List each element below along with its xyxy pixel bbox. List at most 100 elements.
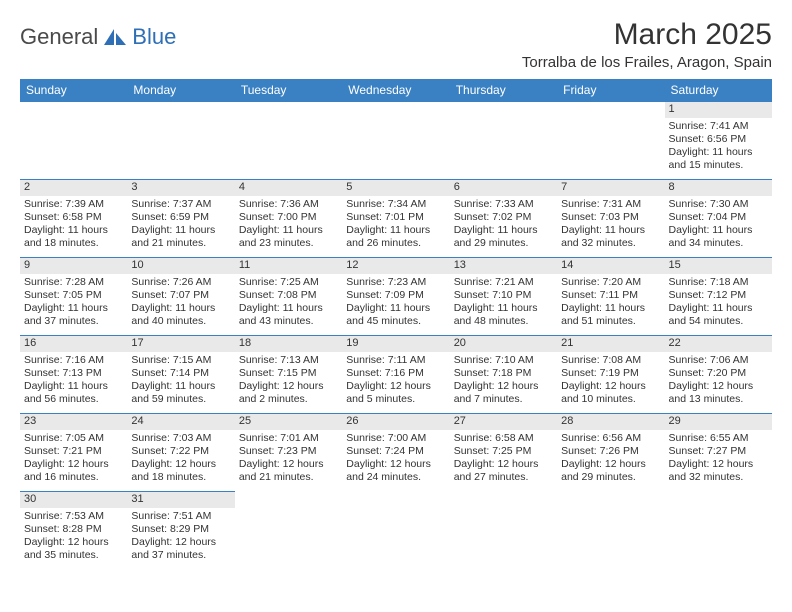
calendar-empty-cell bbox=[342, 492, 449, 570]
location: Torralba de los Frailes, Aragon, Spain bbox=[522, 54, 772, 71]
sunrise-text: Sunrise: 7:37 AM bbox=[131, 198, 230, 211]
logo-text-general: General bbox=[20, 24, 98, 50]
calendar-day-cell: 1Sunrise: 7:41 AMSunset: 6:56 PMDaylight… bbox=[665, 102, 772, 180]
daylight-text: Daylight: 11 hours bbox=[346, 302, 445, 315]
daylight-text: Daylight: 12 hours bbox=[24, 536, 123, 549]
daylight-text: Daylight: 12 hours bbox=[669, 380, 768, 393]
calendar-day-cell: 6Sunrise: 7:33 AMSunset: 7:02 PMDaylight… bbox=[450, 180, 557, 258]
calendar-day-cell: 7Sunrise: 7:31 AMSunset: 7:03 PMDaylight… bbox=[557, 180, 664, 258]
sunrise-text: Sunrise: 7:39 AM bbox=[24, 198, 123, 211]
daylight-text: and 18 minutes. bbox=[24, 237, 123, 250]
daylight-text: and 23 minutes. bbox=[239, 237, 338, 250]
daylight-text: Daylight: 12 hours bbox=[346, 458, 445, 471]
calendar-day-cell: 13Sunrise: 7:21 AMSunset: 7:10 PMDayligh… bbox=[450, 258, 557, 336]
daylight-text: Daylight: 11 hours bbox=[346, 224, 445, 237]
sunrise-text: Sunrise: 7:08 AM bbox=[561, 354, 660, 367]
day-number: 31 bbox=[127, 492, 234, 508]
calendar-day-cell: 29 Sunrise: 6:55 AMSunset: 7:27 PMDayligh… bbox=[665, 414, 772, 492]
sunrise-text: Sunrise: 7:01 AM bbox=[239, 432, 338, 445]
sunset-text: Sunset: 7:22 PM bbox=[131, 445, 230, 458]
sunrise-text: Sunrise: 7:53 AM bbox=[24, 510, 123, 523]
calendar-empty-cell bbox=[235, 102, 342, 180]
sunrise-text: Sunrise: 7:11 AM bbox=[346, 354, 445, 367]
calendar-day-cell: 28Sunrise: 6:56 AMSunset: 7:26 PMDayligh… bbox=[557, 414, 664, 492]
sunset-text: Sunset: 7:08 PM bbox=[239, 289, 338, 302]
weekday-header: Thursday bbox=[450, 79, 557, 102]
day-number: 23 bbox=[20, 414, 127, 430]
calendar-week-row: 16Sunrise: 7:16 AMSunset: 7:13 PMDayligh… bbox=[20, 336, 772, 414]
daylight-text: and 7 minutes. bbox=[454, 393, 553, 406]
sunrise-text: Sunrise: 7:21 AM bbox=[454, 276, 553, 289]
calendar-day-cell: 19Sunrise: 7:11 AMSunset: 7:16 PMDayligh… bbox=[342, 336, 449, 414]
sunset-text: Sunset: 7:23 PM bbox=[239, 445, 338, 458]
sunset-text: Sunset: 7:14 PM bbox=[131, 367, 230, 380]
sail-icon bbox=[102, 27, 128, 47]
sunrise-text: Sunrise: 7:28 AM bbox=[24, 276, 123, 289]
daylight-text: Daylight: 11 hours bbox=[24, 380, 123, 393]
sunset-text: Sunset: 8:29 PM bbox=[131, 523, 230, 536]
daylight-text: Daylight: 12 hours bbox=[669, 458, 768, 471]
daylight-text: Daylight: 11 hours bbox=[669, 224, 768, 237]
calendar-day-cell: 21Sunrise: 7:08 AMSunset: 7:19 PMDayligh… bbox=[557, 336, 664, 414]
day-number: 15 bbox=[665, 258, 772, 274]
calendar: SundayMondayTuesdayWednesdayThursdayFrid… bbox=[20, 79, 772, 570]
sunrise-text: Sunrise: 7:16 AM bbox=[24, 354, 123, 367]
title-block: March 2025 Torralba de los Frailes, Arag… bbox=[522, 18, 772, 71]
day-number: 13 bbox=[450, 258, 557, 274]
daylight-text: and 13 minutes. bbox=[669, 393, 768, 406]
calendar-day-cell: 12Sunrise: 7:23 AMSunset: 7:09 PMDayligh… bbox=[342, 258, 449, 336]
calendar-day-cell: 31Sunrise: 7:51 AMSunset: 8:29 PMDayligh… bbox=[127, 492, 234, 570]
sunset-text: Sunset: 7:02 PM bbox=[454, 211, 553, 224]
daylight-text: Daylight: 12 hours bbox=[239, 380, 338, 393]
calendar-day-cell: 27Sunrise: 6:58 AMSunset: 7:25 PMDayligh… bbox=[450, 414, 557, 492]
sunrise-text: Sunrise: 6:55 AM bbox=[669, 432, 768, 445]
calendar-day-cell: 15Sunrise: 7:18 AMSunset: 7:12 PMDayligh… bbox=[665, 258, 772, 336]
sunset-text: Sunset: 7:13 PM bbox=[24, 367, 123, 380]
day-number: 8 bbox=[665, 180, 772, 196]
weekday-header: Wednesday bbox=[342, 79, 449, 102]
sunset-text: Sunset: 7:11 PM bbox=[561, 289, 660, 302]
day-number: 1 bbox=[665, 102, 772, 118]
logo: General Blue bbox=[20, 24, 176, 50]
daylight-text: and 29 minutes. bbox=[561, 471, 660, 484]
daylight-text: and 40 minutes. bbox=[131, 315, 230, 328]
day-number: 3 bbox=[127, 180, 234, 196]
sunset-text: Sunset: 7:25 PM bbox=[454, 445, 553, 458]
calendar-day-cell: 10Sunrise: 7:26 AMSunset: 7:07 PMDayligh… bbox=[127, 258, 234, 336]
calendar-day-cell: 26Sunrise: 7:00 AMSunset: 7:24 PMDayligh… bbox=[342, 414, 449, 492]
sunset-text: Sunset: 7:21 PM bbox=[24, 445, 123, 458]
calendar-day-cell: 2Sunrise: 7:39 AMSunset: 6:58 PMDaylight… bbox=[20, 180, 127, 258]
day-number: 4 bbox=[235, 180, 342, 196]
month-title: March 2025 bbox=[522, 18, 772, 52]
sunset-text: Sunset: 7:18 PM bbox=[454, 367, 553, 380]
weekday-header: Saturday bbox=[665, 79, 772, 102]
sunset-text: Sunset: 7:03 PM bbox=[561, 211, 660, 224]
day-number: 6 bbox=[450, 180, 557, 196]
daylight-text: and 26 minutes. bbox=[346, 237, 445, 250]
calendar-day-cell: 18Sunrise: 7:13 AMSunset: 7:15 PMDayligh… bbox=[235, 336, 342, 414]
header: General Blue March 2025 Torralba de los … bbox=[20, 18, 772, 71]
sunset-text: Sunset: 8:28 PM bbox=[24, 523, 123, 536]
calendar-empty-cell bbox=[342, 102, 449, 180]
daylight-text: and 10 minutes. bbox=[561, 393, 660, 406]
weekday-header: Monday bbox=[127, 79, 234, 102]
day-number: 18 bbox=[235, 336, 342, 352]
sunset-text: Sunset: 7:24 PM bbox=[346, 445, 445, 458]
daylight-text: Daylight: 11 hours bbox=[24, 302, 123, 315]
sunset-text: Sunset: 7:01 PM bbox=[346, 211, 445, 224]
day-number: 11 bbox=[235, 258, 342, 274]
day-number: 9 bbox=[20, 258, 127, 274]
daylight-text: Daylight: 11 hours bbox=[131, 224, 230, 237]
sunrise-text: Sunrise: 6:58 AM bbox=[454, 432, 553, 445]
sunset-text: Sunset: 7:27 PM bbox=[669, 445, 768, 458]
sunset-text: Sunset: 7:26 PM bbox=[561, 445, 660, 458]
sunset-text: Sunset: 7:16 PM bbox=[346, 367, 445, 380]
day-number: 17 bbox=[127, 336, 234, 352]
daylight-text: and 34 minutes. bbox=[669, 237, 768, 250]
day-number: 29 bbox=[665, 414, 772, 430]
sunrise-text: Sunrise: 7:00 AM bbox=[346, 432, 445, 445]
sunrise-text: Sunrise: 7:34 AM bbox=[346, 198, 445, 211]
sunrise-text: Sunrise: 7:51 AM bbox=[131, 510, 230, 523]
daylight-text: Daylight: 11 hours bbox=[454, 302, 553, 315]
day-number: 2 bbox=[20, 180, 127, 196]
